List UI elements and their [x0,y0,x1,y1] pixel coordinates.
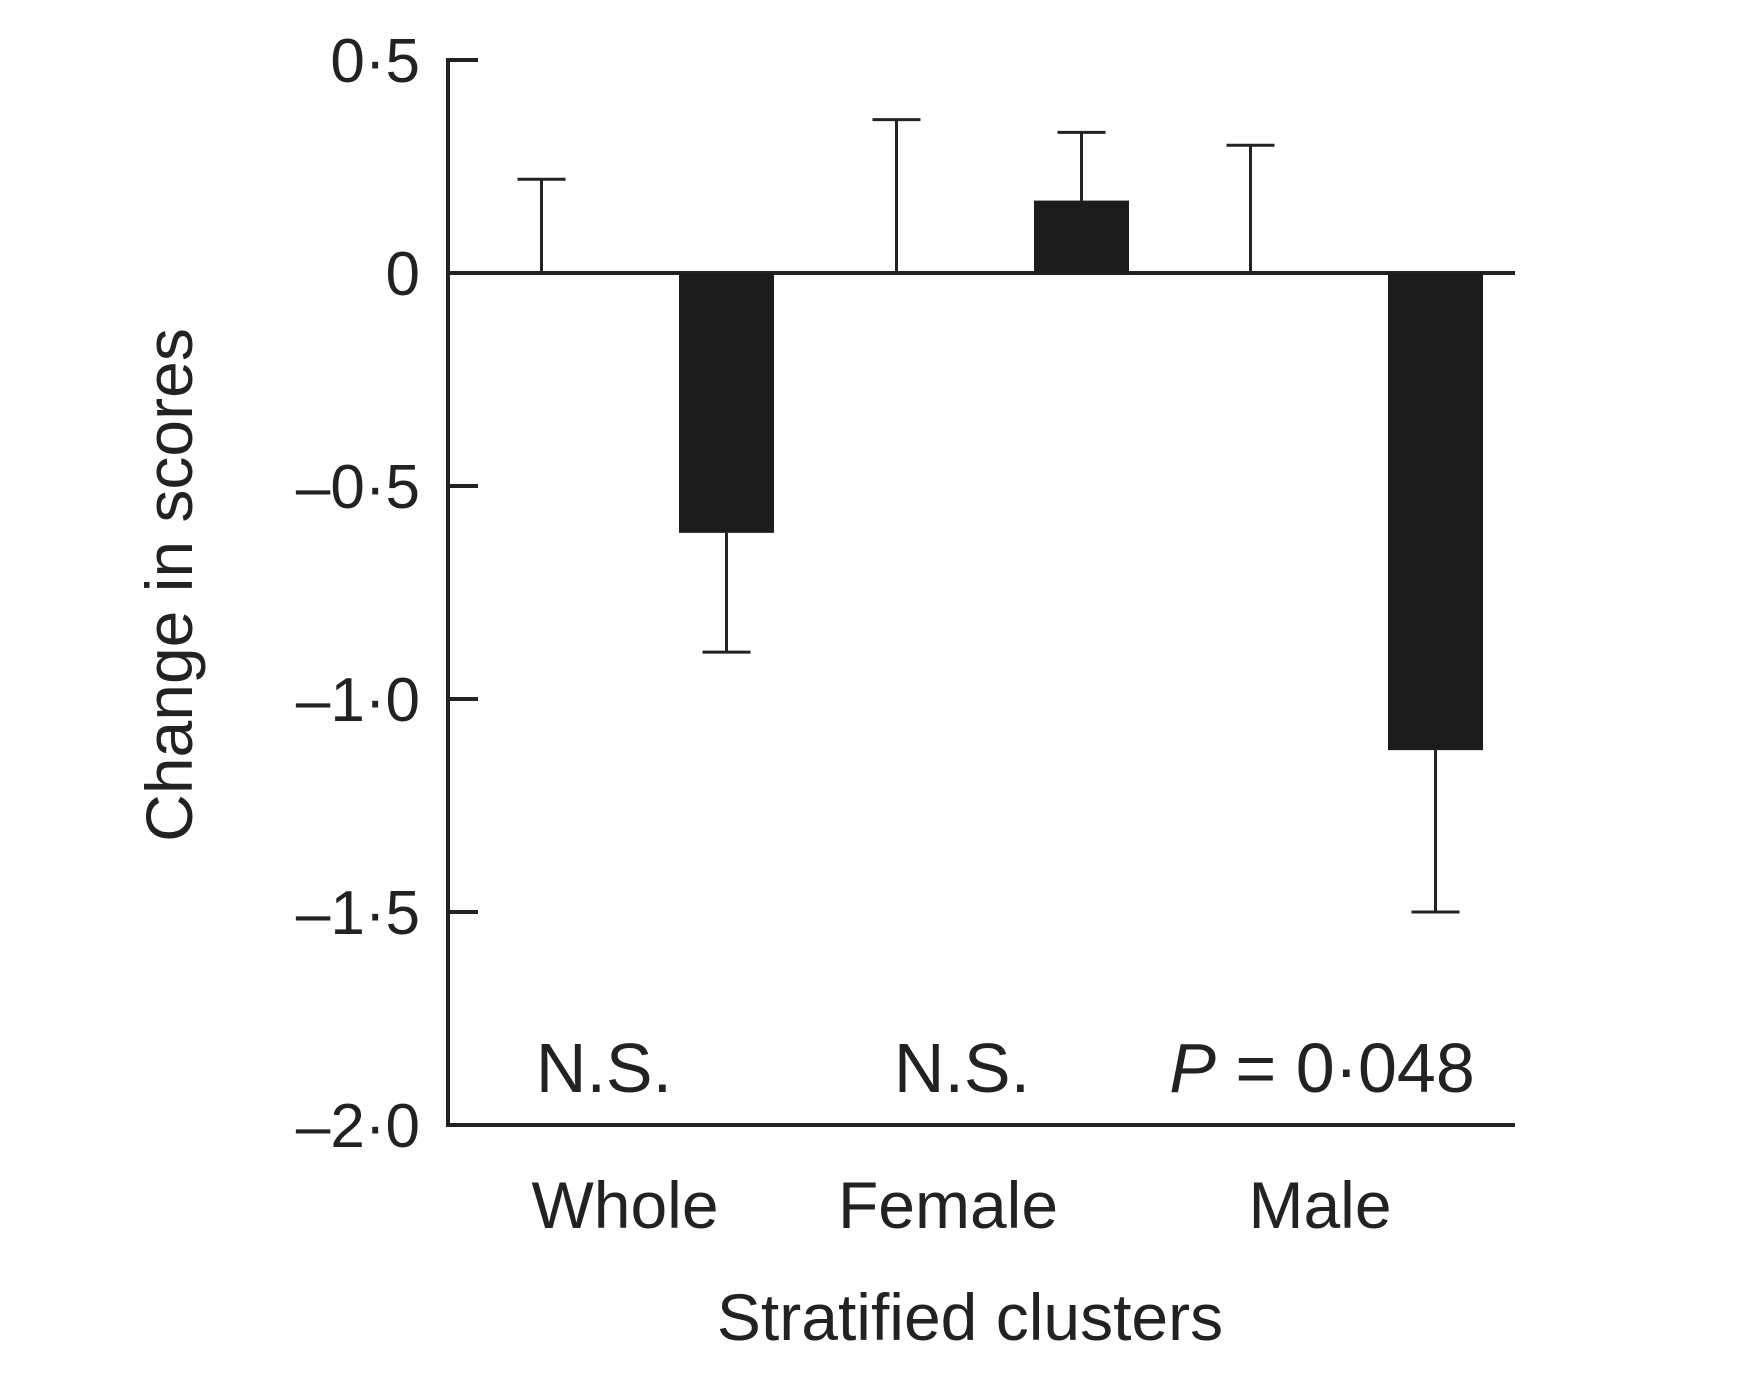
y-axis-title: Change in scores [132,328,206,842]
significance-annotation: N.S. [894,1029,1030,1107]
y-tick-label: –2·0 [296,1092,420,1161]
p-value-symbol: P [1169,1029,1216,1107]
y-tick-label: –0·5 [296,453,420,522]
bars [494,200,1483,751]
labels: 0·5 0 –0·5 –1·0 –1·5 –2·0 Whole Female Male N.S. N… [296,27,1475,1242]
p-value-text: = 0·048 [1216,1029,1475,1107]
y-tick-label: 0·5 [330,27,420,96]
x-category-label: Male [1248,1168,1391,1242]
significance-annotation: P = 0·048 [1169,1029,1475,1107]
x-category-label: Female [838,1168,1058,1242]
x-axis-title: Stratified clusters [717,1280,1223,1354]
y-tick-label: –1·0 [296,666,420,735]
axes [446,58,1515,1127]
bar [1388,273,1483,751]
x-category-label: Whole [531,1168,718,1242]
y-tick-label: –1·5 [296,879,420,948]
bar [1034,200,1129,273]
y-tick-label: 0 [386,240,420,309]
significance-annotation: N.S. [536,1029,672,1107]
error-bars [517,118,1460,914]
bar [679,273,774,533]
